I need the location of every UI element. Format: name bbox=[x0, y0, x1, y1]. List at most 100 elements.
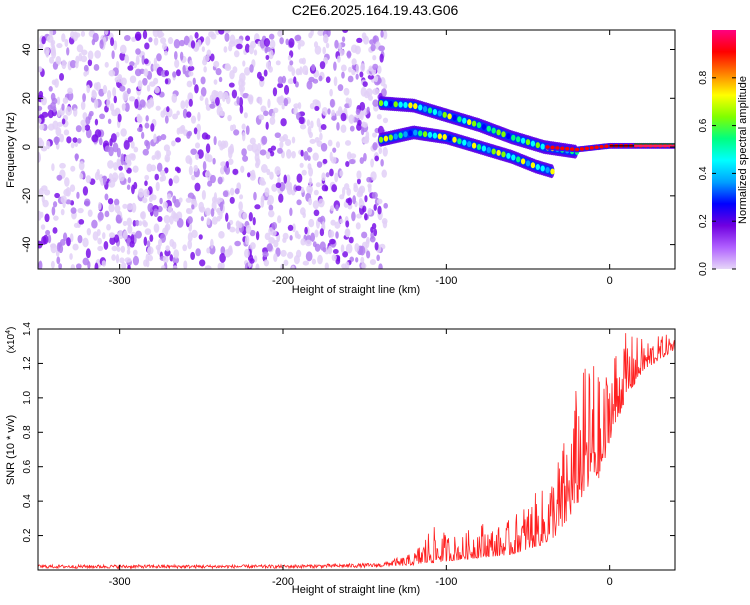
noise-speckle bbox=[176, 217, 184, 228]
noise-speckle bbox=[283, 174, 288, 184]
noise-speckle bbox=[301, 57, 306, 65]
figure-title: C2E6.2025.164.19.43.G06 bbox=[292, 2, 459, 18]
noise-speckle bbox=[126, 167, 132, 174]
feature-core bbox=[540, 143, 545, 150]
noise-speckle bbox=[302, 65, 309, 76]
snr-x-ticks: -300 -200 -100 0 bbox=[109, 329, 613, 588]
noise-speckle bbox=[269, 116, 276, 125]
feature-core bbox=[452, 136, 457, 143]
noise-speckle bbox=[372, 88, 380, 95]
noise-speckle bbox=[265, 54, 270, 61]
noise-speckle bbox=[271, 229, 277, 237]
noise-speckle bbox=[102, 84, 108, 94]
noise-speckle bbox=[52, 201, 58, 208]
feature-core bbox=[496, 149, 501, 156]
noise-speckle bbox=[151, 155, 156, 161]
noise-speckle bbox=[39, 123, 45, 131]
noise-speckle bbox=[354, 242, 360, 253]
y-tick-label: 0 bbox=[21, 144, 33, 150]
lower-branch-feature bbox=[378, 125, 555, 179]
noise-speckle bbox=[308, 177, 313, 186]
noise-speckle bbox=[160, 133, 167, 141]
noise-speckle bbox=[165, 223, 171, 231]
noise-speckle bbox=[169, 215, 174, 225]
noise-speckle bbox=[201, 189, 206, 200]
noise-speckle bbox=[245, 125, 250, 136]
spectrogram-y-ticks: -40 -20 0 20 40 bbox=[21, 43, 675, 253]
noise-speckle bbox=[88, 110, 94, 117]
noise-speckle bbox=[135, 219, 140, 227]
noise-speckle bbox=[77, 138, 82, 144]
noise-speckle bbox=[332, 147, 337, 153]
noise-speckle bbox=[227, 158, 234, 165]
noise-speckle bbox=[162, 201, 168, 209]
noise-speckle bbox=[223, 46, 228, 53]
noise-speckle bbox=[81, 49, 88, 56]
noise-speckle bbox=[184, 99, 189, 109]
noise-speckle bbox=[369, 39, 375, 45]
noise-speckle bbox=[260, 198, 265, 208]
noise-speckle bbox=[229, 143, 234, 154]
noise-speckle bbox=[136, 115, 143, 124]
feature-core bbox=[506, 133, 511, 140]
noise-speckle bbox=[378, 263, 383, 269]
noise-speckle bbox=[292, 223, 296, 233]
noise-speckle bbox=[260, 105, 267, 113]
feature-core bbox=[432, 108, 438, 115]
noise-speckle bbox=[104, 61, 109, 68]
noise-speckle bbox=[331, 184, 338, 193]
noise-speckle bbox=[267, 98, 271, 109]
noise-speckle bbox=[355, 63, 360, 74]
feature-core bbox=[476, 144, 482, 151]
noise-speckle bbox=[291, 190, 296, 196]
noise-speckle bbox=[316, 161, 323, 168]
noise-speckle bbox=[119, 257, 125, 264]
noise-speckle bbox=[236, 96, 240, 105]
noise-speckle bbox=[229, 69, 235, 80]
y-tick-label: 0.4 bbox=[22, 494, 33, 508]
feature-core bbox=[467, 141, 472, 148]
noise-speckle bbox=[359, 71, 364, 78]
feature-core bbox=[437, 133, 442, 140]
feature-core bbox=[535, 164, 540, 171]
feature-core bbox=[398, 132, 403, 139]
noise-speckle bbox=[120, 128, 127, 137]
feature-core bbox=[530, 162, 536, 169]
noise-speckle bbox=[103, 240, 109, 250]
noise-speckle bbox=[254, 204, 261, 210]
noise-speckle bbox=[341, 36, 346, 43]
noise-speckle bbox=[242, 212, 248, 220]
noise-speckle bbox=[308, 197, 313, 206]
feature-core bbox=[422, 131, 428, 138]
noise-speckle bbox=[190, 115, 197, 124]
noise-speckle bbox=[155, 181, 160, 192]
noise-speckle bbox=[157, 215, 163, 222]
noise-speckle bbox=[238, 201, 243, 211]
noise-speckle bbox=[127, 264, 131, 269]
noise-speckle bbox=[241, 123, 246, 130]
noise-speckle bbox=[137, 127, 143, 133]
noise-speckle bbox=[318, 75, 323, 82]
noise-speckle bbox=[345, 161, 350, 168]
noise-speckle bbox=[355, 109, 361, 116]
noise-speckle bbox=[130, 234, 135, 244]
noise-speckle bbox=[186, 131, 191, 139]
noise-speckle bbox=[359, 157, 365, 164]
noise-speckle bbox=[187, 65, 195, 72]
noise-speckle bbox=[54, 78, 59, 88]
noise-speckle bbox=[50, 260, 55, 269]
noise-speckle bbox=[220, 246, 226, 256]
noise-speckle bbox=[287, 224, 294, 231]
noise-speckle bbox=[180, 100, 186, 110]
noise-speckle bbox=[194, 31, 199, 39]
noise-speckle bbox=[159, 169, 166, 177]
noise-speckle bbox=[271, 112, 276, 119]
noise-speckle bbox=[219, 166, 225, 175]
noise-speckle bbox=[371, 222, 377, 230]
noise-speckle bbox=[212, 157, 216, 165]
noise-speckle bbox=[87, 209, 93, 217]
noise-speckle bbox=[289, 235, 293, 241]
snr-series-line bbox=[38, 333, 675, 570]
noise-speckle bbox=[113, 95, 117, 104]
